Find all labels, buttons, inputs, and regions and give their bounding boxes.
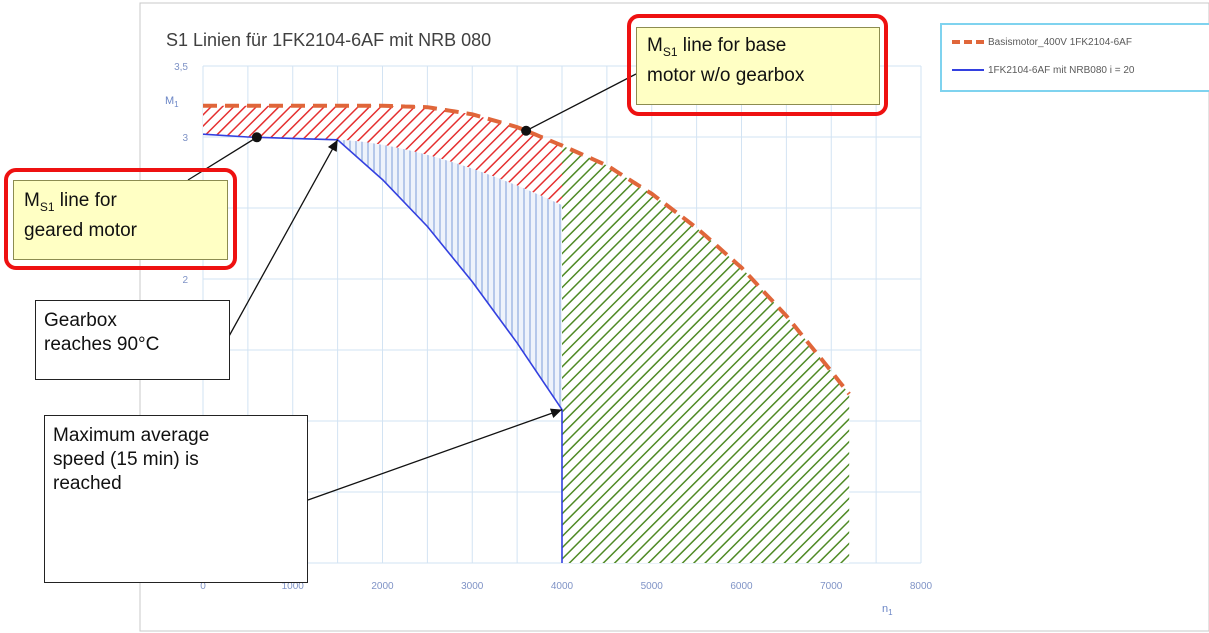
hatched-areas <box>203 105 850 563</box>
x-tick-label: 0 <box>200 581 206 592</box>
arrow-max-speed <box>307 409 563 501</box>
legend-item-base-motor: Basismotor_400V 1FK2104-6AF <box>952 35 1132 49</box>
arrow-geared-motor <box>187 136 258 181</box>
base-motor-callout-line1: MS1 line for base <box>647 35 787 59</box>
geared-motor-callout-line2: geared motor <box>24 219 138 241</box>
x-tick-label: 8000 <box>910 581 933 592</box>
tick-labels: 0 1000 2000 3000 4000 5000 6000 7000 8000 3,5 3 2 <box>174 62 932 592</box>
arrow-gearbox-temp <box>227 139 339 339</box>
gearbox-temp-callout: Gearbox reaches 90°C <box>35 300 230 380</box>
legend-item-geared-motor: 1FK2104-6AF mit NRB080 i = 20 <box>952 63 1134 77</box>
hatched-area-red <box>203 105 562 206</box>
geared-motor-callout-line1: MS1 line for <box>24 190 117 214</box>
max-speed-line2: speed (15 min) is <box>53 449 199 470</box>
y-tick-label: 3 <box>182 133 188 144</box>
x-tick-label: 5000 <box>641 581 664 592</box>
arrow-gearbox-temp-head <box>327 139 338 152</box>
y-tick-label: 2 <box>182 275 188 286</box>
arrow-base-motor <box>525 73 637 132</box>
chart-title: S1 Linien für 1FK2104-6AF mit NRB 080 <box>166 30 491 50</box>
geared-motor-callout-frame <box>4 168 237 270</box>
x-tick-label: 4000 <box>551 581 574 592</box>
legend-solid-swatch <box>952 69 984 71</box>
max-speed-line1: Maximum average <box>53 425 210 446</box>
x-tick-label: 3000 <box>461 581 484 592</box>
gearbox-temp-line2: reaches 90°C <box>44 334 160 355</box>
base-motor-callout-line2: motor w/o gearbox <box>647 64 805 86</box>
x-tick-label: 1000 <box>282 581 305 592</box>
series-line-base-motor <box>203 103 851 396</box>
hatched-area-blue <box>337 139 562 410</box>
base-motor-callout: MS1 line for base motor w/o gearbox <box>636 27 880 105</box>
base-motor-callout-frame <box>627 14 888 116</box>
annotation-arrows <box>187 73 637 501</box>
max-speed-callout: Maximum average speed (15 min) is reache… <box>44 415 308 583</box>
arrow-max-speed-head <box>549 408 562 419</box>
x-tick-label: 2000 <box>371 581 394 592</box>
x-axis-label: n1 <box>882 603 893 617</box>
legend: Basismotor_400V 1FK2104-6AF 1FK2104-6AF … <box>940 23 1209 92</box>
arrow-geared-motor-dot <box>251 132 262 143</box>
series-lines <box>202 103 851 563</box>
y-tick-label: 3,5 <box>174 62 188 73</box>
x-tick-label: 7000 <box>820 581 843 592</box>
legend-dashed-swatch <box>952 40 984 44</box>
max-speed-line3: reached <box>53 473 122 494</box>
series-line-geared-motor <box>202 133 563 563</box>
y-axis-label: M1 <box>165 95 179 109</box>
legend-label-geared-motor: 1FK2104-6AF mit NRB080 i = 20 <box>988 64 1135 76</box>
geared-motor-callout: MS1 line for geared motor <box>13 180 228 260</box>
hatched-area-green <box>562 145 850 563</box>
legend-label-base-motor: Basismotor_400V 1FK2104-6AF <box>988 36 1132 48</box>
arrow-base-motor-dot <box>521 125 532 136</box>
gearbox-temp-line1: Gearbox <box>44 310 117 331</box>
x-tick-label: 6000 <box>730 581 753 592</box>
